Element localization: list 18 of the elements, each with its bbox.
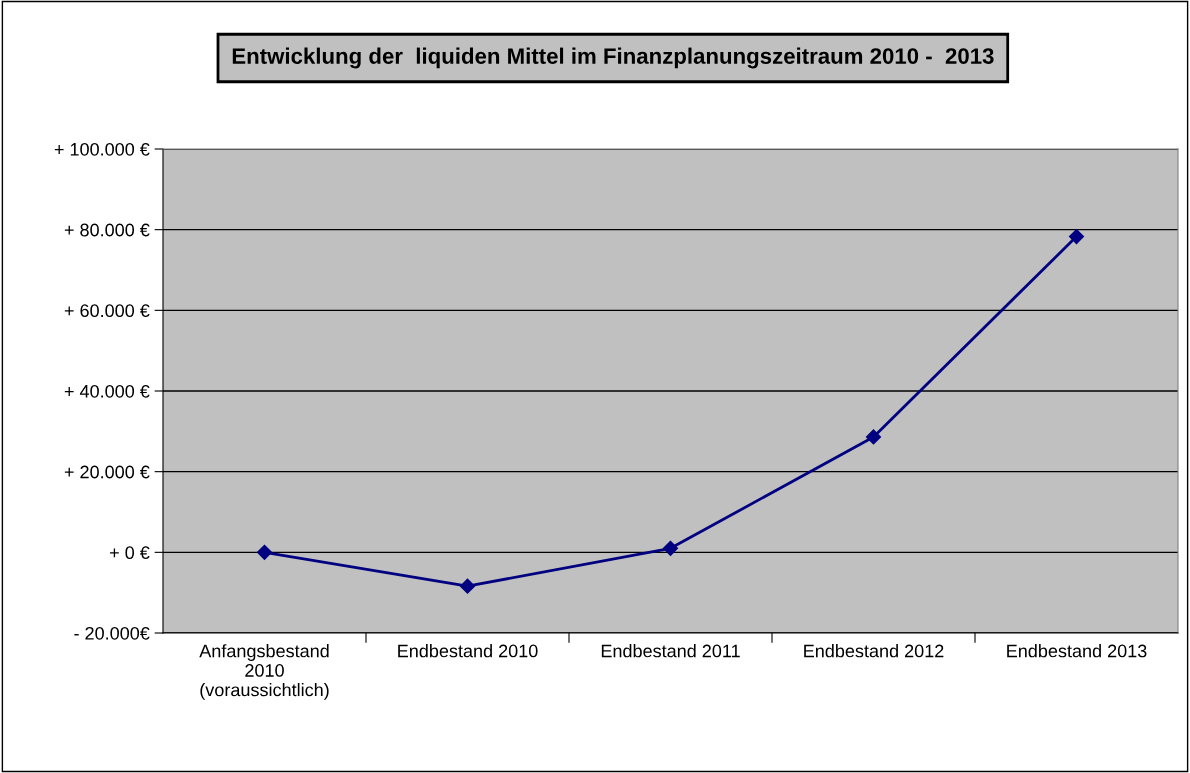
x-tick-label: Endbestand 2010 bbox=[398, 644, 538, 658]
y-tick-label: - 20.000€ bbox=[74, 626, 150, 640]
x-tick-label: Endbestand 2012 bbox=[804, 644, 944, 658]
point bbox=[662, 540, 679, 556]
y-tick-label: + 20.000 € bbox=[64, 465, 150, 479]
x-tick-label: Endbestand 2013 bbox=[1007, 644, 1147, 658]
y-tick-label: + 60.000 € bbox=[64, 304, 150, 318]
x-tick-label: Anfangsbestand 2010 (voraussichtlich) bbox=[199, 644, 329, 700]
x-tick-label: Endbestand 2011 bbox=[601, 644, 740, 658]
point bbox=[865, 429, 882, 445]
point bbox=[1068, 228, 1085, 245]
point bbox=[256, 544, 273, 560]
y-tick-label: + 100.000 € bbox=[54, 142, 150, 156]
y-tick-label: + 40.000 € bbox=[64, 384, 150, 398]
y-tick-label: + 0 € bbox=[110, 546, 150, 560]
point bbox=[459, 578, 476, 594]
chart-title: Entwicklung der liquiden Mittel im Finanzplanungszeitraum 2010 - 2013 bbox=[232, 47, 994, 69]
y-tick-label: + 80.000 € bbox=[64, 223, 150, 237]
